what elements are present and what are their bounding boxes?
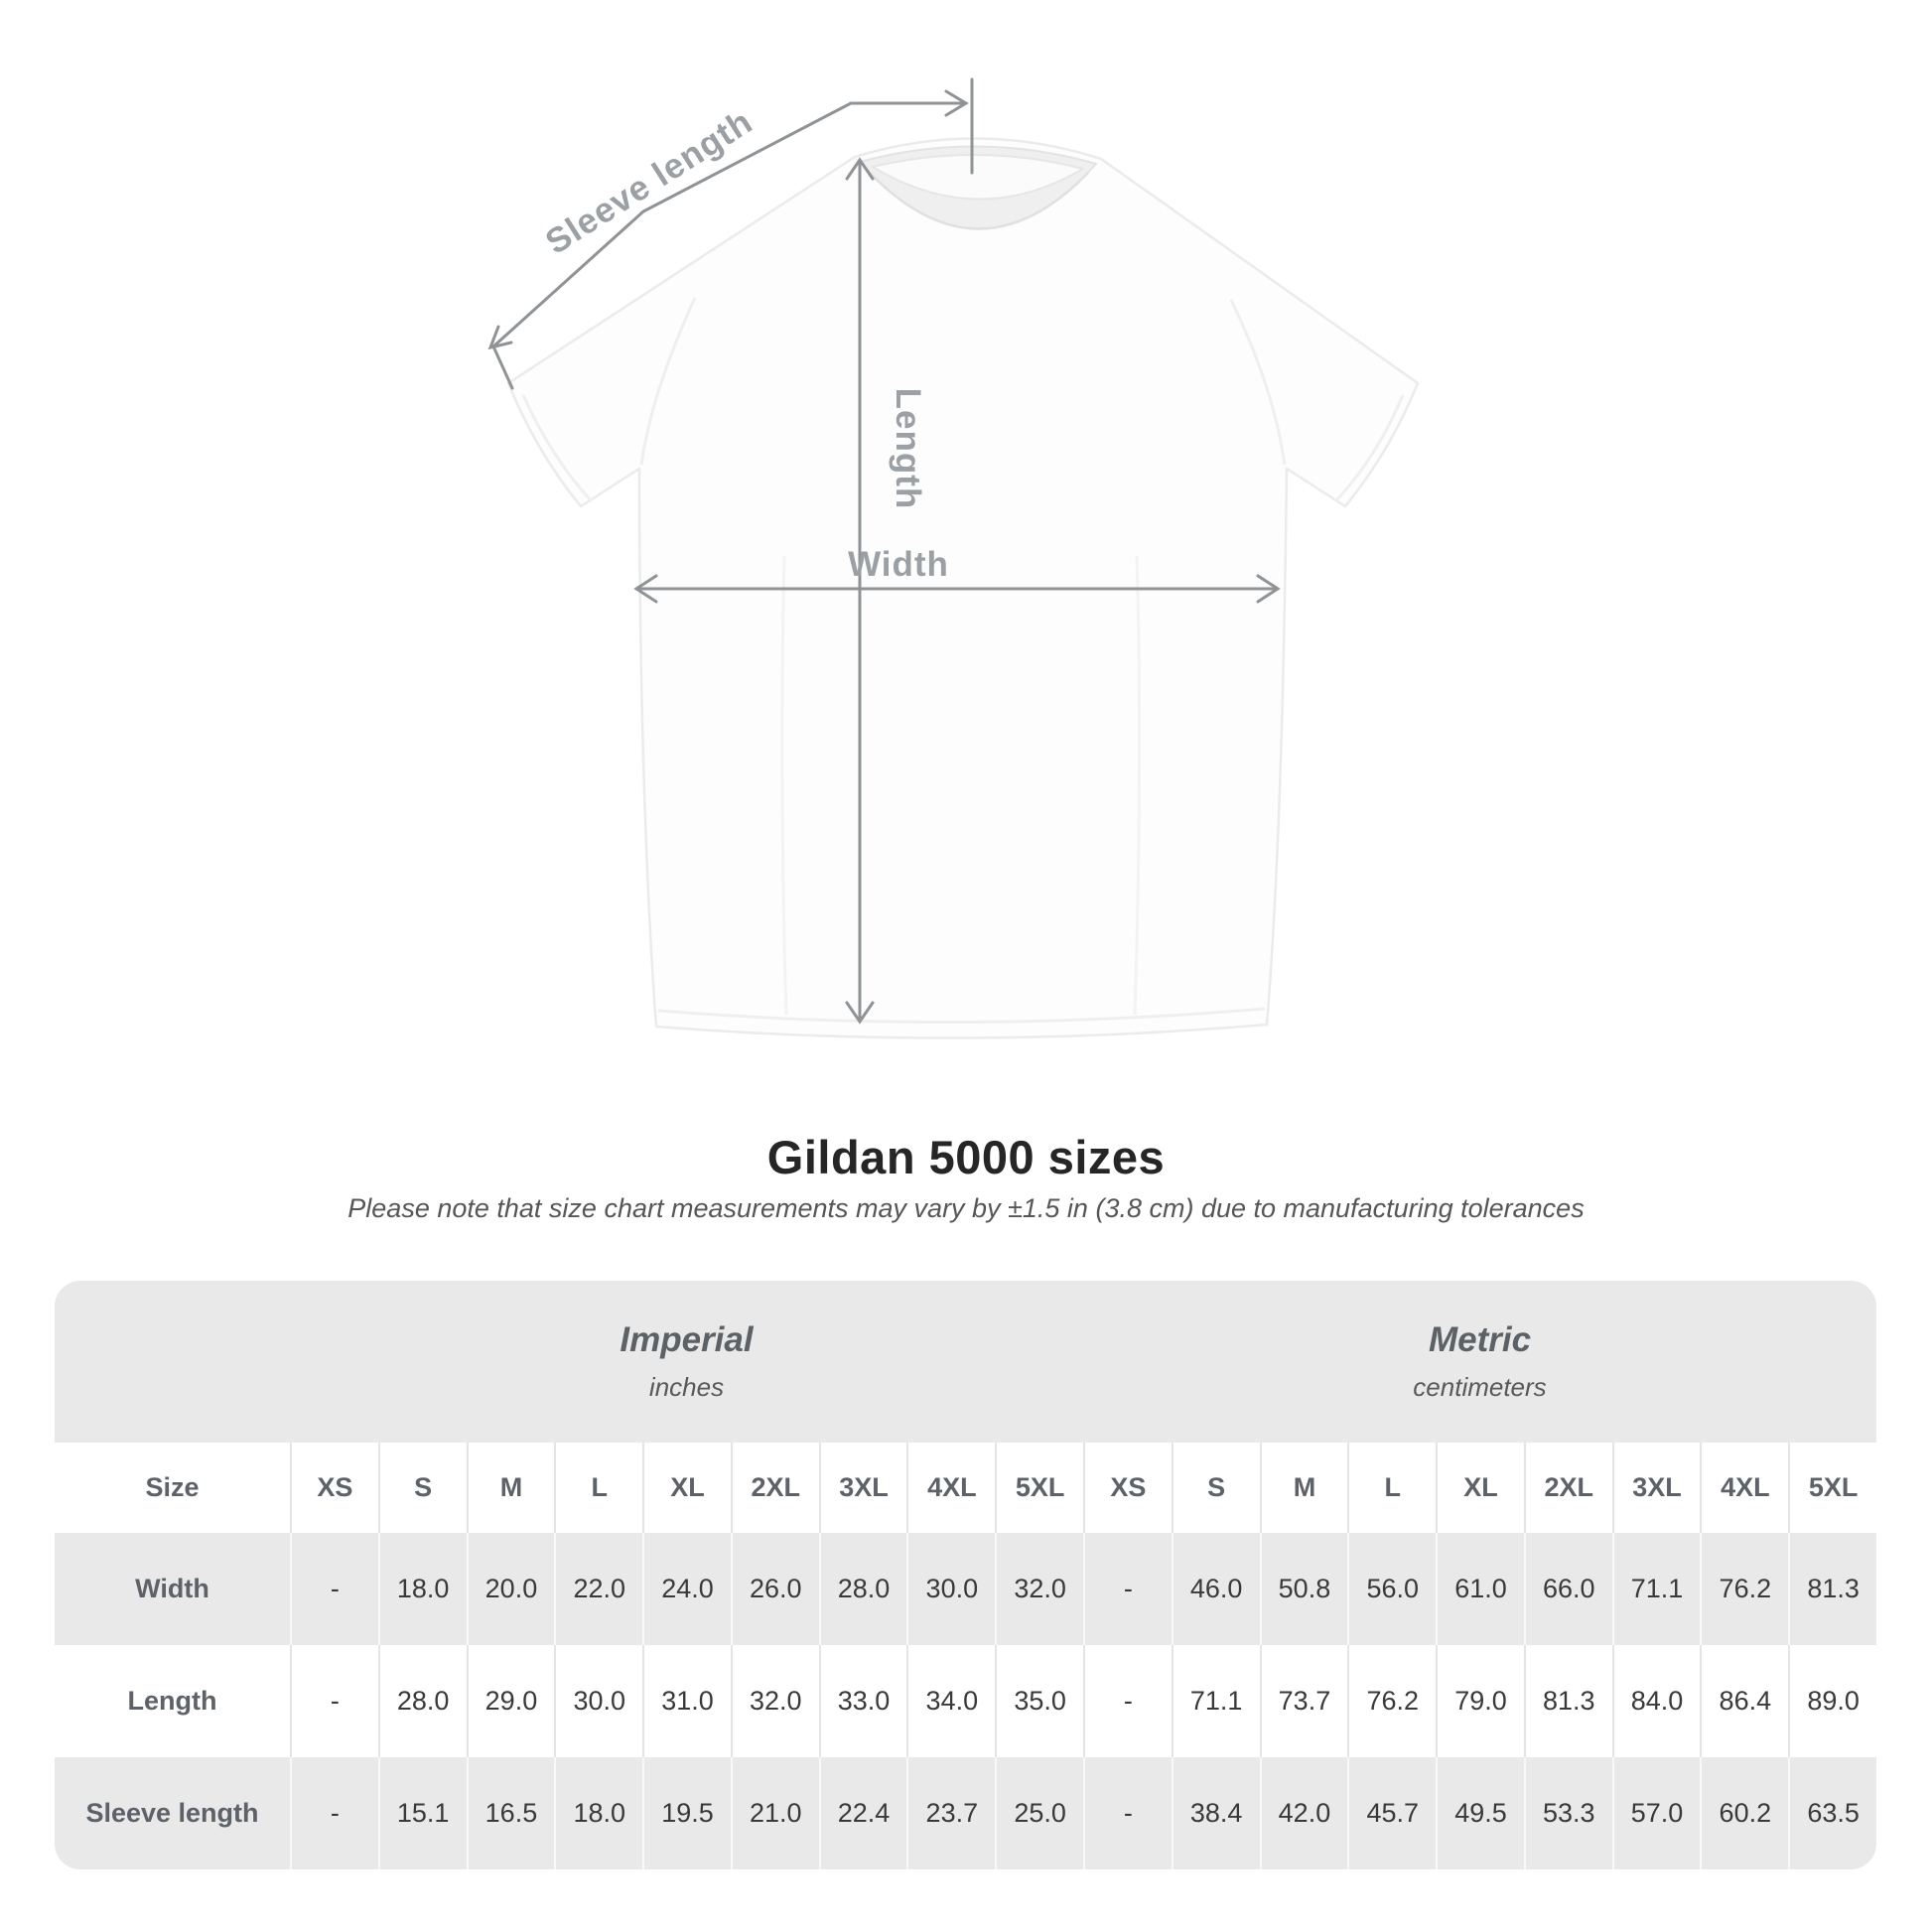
value-cell: 16.5: [466, 1757, 555, 1869]
metric-section-header: Metric centimeters: [1083, 1281, 1876, 1443]
value-cell: 30.0: [906, 1533, 995, 1645]
value-cell: 81.3: [1788, 1533, 1876, 1645]
value-cell: 76.2: [1700, 1533, 1788, 1645]
value-cell: 61.0: [1436, 1533, 1524, 1645]
size-table: Imperial inches Metric centimeters Size X…: [55, 1281, 1876, 1869]
value-cell: 35.0: [995, 1645, 1083, 1757]
value-cell: 22.0: [554, 1533, 642, 1645]
value-cell: 73.7: [1259, 1645, 1348, 1757]
page-title: Gildan 5000 sizes: [766, 1131, 1166, 1183]
value-cell: 21.0: [730, 1757, 819, 1869]
imperial-units: inches: [648, 1372, 725, 1402]
value-cell: 18.0: [554, 1757, 642, 1869]
column-header: L: [1347, 1443, 1436, 1533]
value-cell: 33.0: [818, 1645, 907, 1757]
metric-label: Metric: [1428, 1320, 1532, 1359]
length-label: Length: [889, 388, 927, 510]
value-cell: 57.0: [1611, 1757, 1701, 1869]
table-row: Sleeve length -15.1 16.5 18.0 19.5 21.0 22.4 23…: [55, 1757, 1876, 1869]
value-cell: 76.2: [1347, 1645, 1436, 1757]
value-cell: 60.2: [1700, 1757, 1788, 1869]
value-cell: 66.0: [1523, 1533, 1612, 1645]
column-header: 4XL: [906, 1443, 995, 1533]
size-column-header: Size: [145, 1472, 200, 1502]
table-row: Width -18.0 20.0 22.0 24.0 26.0 28.0 30.0 32.0-4…: [55, 1533, 1876, 1645]
column-header: M: [466, 1443, 555, 1533]
imperial-section-header: Imperial inches: [290, 1281, 1083, 1443]
value-cell: 71.1: [1611, 1533, 1701, 1645]
value-cell: 30.0: [554, 1645, 642, 1757]
column-header: 3XL: [818, 1443, 907, 1533]
width-arrow: [633, 574, 1281, 604]
value-cell: 79.0: [1436, 1645, 1524, 1757]
value-cell: 32.0: [730, 1645, 819, 1757]
row-label: Width: [135, 1574, 209, 1603]
value-cell: 28.0: [818, 1533, 907, 1645]
value-cell: 19.5: [642, 1757, 731, 1869]
sleeve-length-label: Sleeve length: [539, 102, 759, 262]
column-header: S: [377, 1443, 467, 1533]
value-cell: -: [1083, 1645, 1172, 1757]
column-header: S: [1171, 1443, 1260, 1533]
value-cell: -: [290, 1757, 378, 1869]
table-banner: Imperial inches Metric centimeters: [55, 1281, 1876, 1443]
column-header: 2XL: [1523, 1443, 1612, 1533]
column-header: 4XL: [1700, 1443, 1788, 1533]
value-cell: -: [290, 1645, 378, 1757]
value-cell: 34.0: [906, 1645, 995, 1757]
value-cell: 71.1: [1171, 1645, 1260, 1757]
sleeve-length-arrow: [487, 77, 974, 390]
value-cell: 29.0: [466, 1645, 555, 1757]
value-cell: 56.0: [1347, 1533, 1436, 1645]
row-label: Sleeve length: [85, 1798, 259, 1828]
value-cell: 23.7: [906, 1757, 995, 1869]
column-header: 2XL: [730, 1443, 819, 1533]
value-cell: 42.0: [1259, 1757, 1348, 1869]
value-cell: 32.0: [995, 1533, 1083, 1645]
value-cell: 28.0: [377, 1645, 467, 1757]
length-arrow: [845, 157, 875, 1025]
value-cell: 86.4: [1700, 1645, 1788, 1757]
table-rows: Size XS S M L XL 2XL 3XL 4XL 5XL XS S M L XL 2XL 3XL 4XL 5…: [55, 1443, 1876, 1869]
column-header: L: [554, 1443, 642, 1533]
value-cell: 22.4: [818, 1757, 907, 1869]
value-cell: -: [290, 1533, 378, 1645]
column-header: XS: [290, 1443, 378, 1533]
value-cell: 20.0: [466, 1533, 555, 1645]
table-row: Length -28.0 29.0 30.0 31.0 32.0 33.0 34.0 35.0-…: [55, 1645, 1876, 1757]
value-cell: -: [1083, 1757, 1172, 1869]
value-cell: 63.5: [1788, 1757, 1876, 1869]
tolerance-note: Please note that size chart measurements…: [347, 1193, 1585, 1223]
value-cell: 26.0: [730, 1533, 819, 1645]
column-header: XL: [1436, 1443, 1524, 1533]
value-cell: 81.3: [1523, 1645, 1612, 1757]
value-cell: 89.0: [1788, 1645, 1876, 1757]
value-cell: 18.0: [377, 1533, 467, 1645]
value-cell: 25.0: [995, 1757, 1083, 1869]
value-cell: 49.5: [1436, 1757, 1524, 1869]
value-cell: 84.0: [1611, 1645, 1701, 1757]
value-cell: 45.7: [1347, 1757, 1436, 1869]
value-cell: 53.3: [1523, 1757, 1612, 1869]
column-header: 3XL: [1611, 1443, 1701, 1533]
column-header: 5XL: [1788, 1443, 1876, 1533]
imperial-label: Imperial: [620, 1320, 754, 1359]
column-header: XL: [642, 1443, 731, 1533]
value-cell: 15.1: [377, 1757, 467, 1869]
tshirt-size-diagram: Sleeve length Length Width: [487, 77, 1420, 1039]
value-cell: 50.8: [1259, 1533, 1348, 1645]
value-cell: 38.4: [1171, 1757, 1260, 1869]
value-cell: -: [1083, 1533, 1172, 1645]
value-cell: 24.0: [642, 1533, 731, 1645]
column-header: M: [1259, 1443, 1348, 1533]
metric-units: centimeters: [1413, 1372, 1547, 1402]
row-label: Length: [127, 1686, 217, 1716]
width-label: Width: [848, 545, 949, 584]
table-row: Size XS S M L XL 2XL 3XL 4XL 5XL XS S M L XL 2XL 3XL 4XL 5…: [55, 1443, 1876, 1533]
value-cell: 31.0: [642, 1645, 731, 1757]
value-cell: 46.0: [1171, 1533, 1260, 1645]
column-header: 5XL: [995, 1443, 1083, 1533]
column-header: XS: [1083, 1443, 1172, 1533]
